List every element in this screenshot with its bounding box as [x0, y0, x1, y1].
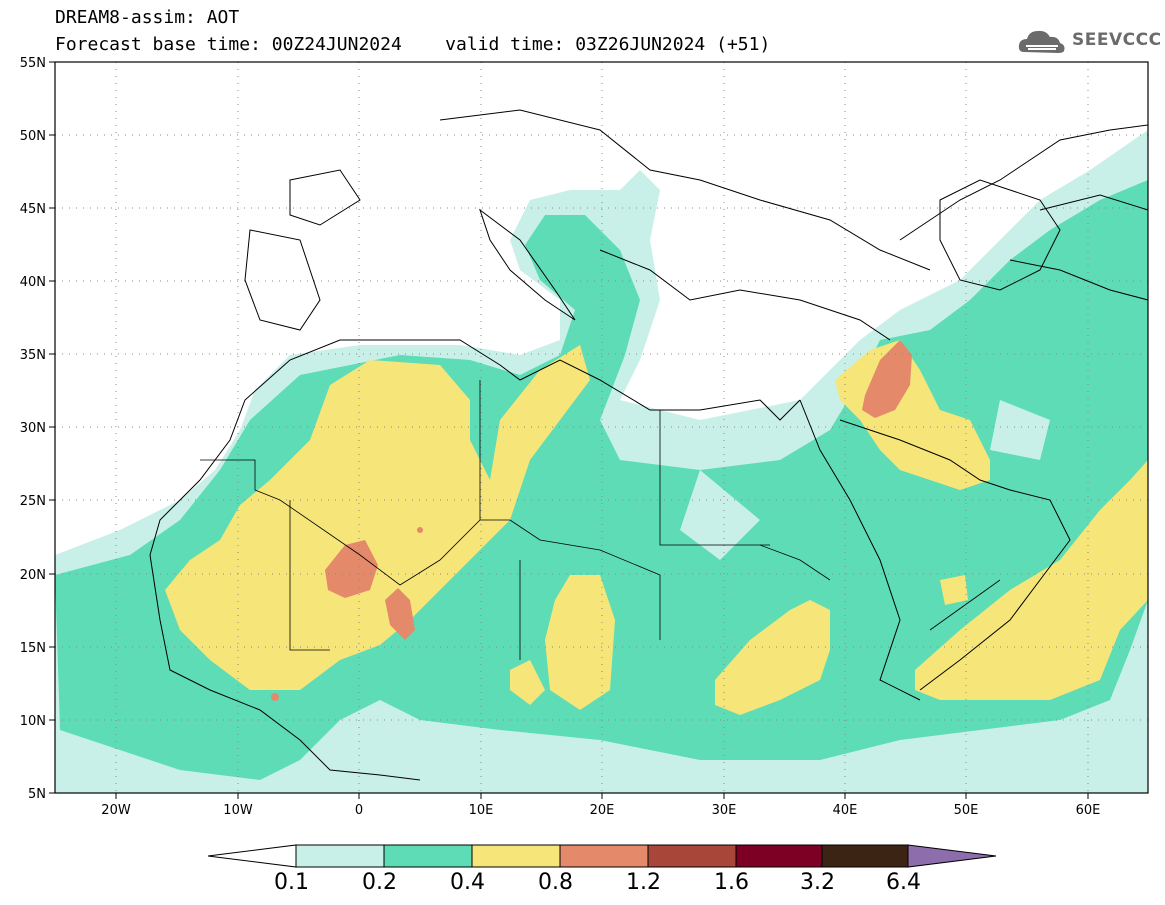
lat-label: 35N — [20, 348, 46, 363]
colorbar-swatch — [821, 844, 909, 868]
colorbar-swatch — [295, 844, 385, 868]
lat-label: 50N — [20, 129, 46, 144]
coastlines — [149, 109, 1148, 781]
colorbar-arrow-high — [907, 844, 997, 868]
lon-label: 20E — [590, 803, 615, 818]
map-subtitle: Forecast base time: 00Z24JUN2024 valid t… — [55, 35, 770, 55]
lon-label: 10E — [469, 803, 494, 818]
colorbar — [207, 844, 997, 868]
base-time: 00Z24JUN2024 — [271, 34, 402, 55]
lat-label: 25N — [20, 494, 46, 509]
graticule — [55, 62, 1148, 793]
base-time-label: Forecast base time: — [55, 34, 261, 55]
lon-labels: 20W 10W 0 10E 20E 30E 40E 50E 60E — [101, 803, 1100, 818]
lat-label: 55N — [20, 56, 46, 71]
lon-label: 60E — [1076, 803, 1101, 818]
lat-labels: 55N 50N 45N 40N 35N 30N 25N 20N 15N 10N … — [20, 56, 46, 802]
colorbar-label: 0.4 — [450, 870, 485, 895]
colorbar-label: 0.2 — [362, 870, 397, 895]
colorbar-label: 3.2 — [800, 870, 835, 895]
valid-time-label: valid time: — [445, 34, 565, 55]
lat-label: 40N — [20, 275, 46, 290]
colorbar-swatch — [559, 844, 649, 868]
logo-text: SEEVCCC — [1072, 30, 1162, 50]
colorbar-label: 0.1 — [274, 870, 309, 895]
lat-label: 45N — [20, 202, 46, 217]
colorbar-swatch — [735, 844, 823, 868]
aot-layer-0-8 — [271, 340, 912, 701]
country-borders — [200, 380, 1001, 660]
lat-ticks — [49, 61, 55, 794]
lon-label: 0 — [355, 803, 363, 818]
lon-label: 30E — [712, 803, 737, 818]
lon-label: 50E — [954, 803, 979, 818]
lat-label: 20N — [20, 568, 46, 583]
lat-label: 30N — [20, 421, 46, 436]
map-title: DREAM8-assim: AOT — [55, 7, 240, 28]
colorbar-swatch — [471, 844, 561, 868]
valid-time: 03Z26JUN2024 — [575, 34, 706, 55]
cloud-icon — [1018, 30, 1065, 53]
lon-label: 20W — [101, 803, 131, 818]
colorbar-label: 6.4 — [886, 870, 921, 895]
colorbar-label: 0.8 — [538, 870, 573, 895]
colorbar-swatch — [647, 844, 737, 868]
lon-ticks — [115, 793, 1089, 799]
lead-time: (+51) — [716, 34, 771, 55]
colorbar-swatch — [383, 844, 473, 868]
lon-label: 10W — [223, 803, 253, 818]
colorbar-label: 1.2 — [626, 870, 661, 895]
lat-label: 5N — [28, 787, 46, 802]
colorbar-label: 1.6 — [714, 870, 749, 895]
lon-label: 40E — [833, 803, 858, 818]
colorbar-arrow-low — [207, 844, 297, 868]
lat-label: 10N — [20, 714, 46, 729]
lat-label: 15N — [20, 641, 46, 656]
